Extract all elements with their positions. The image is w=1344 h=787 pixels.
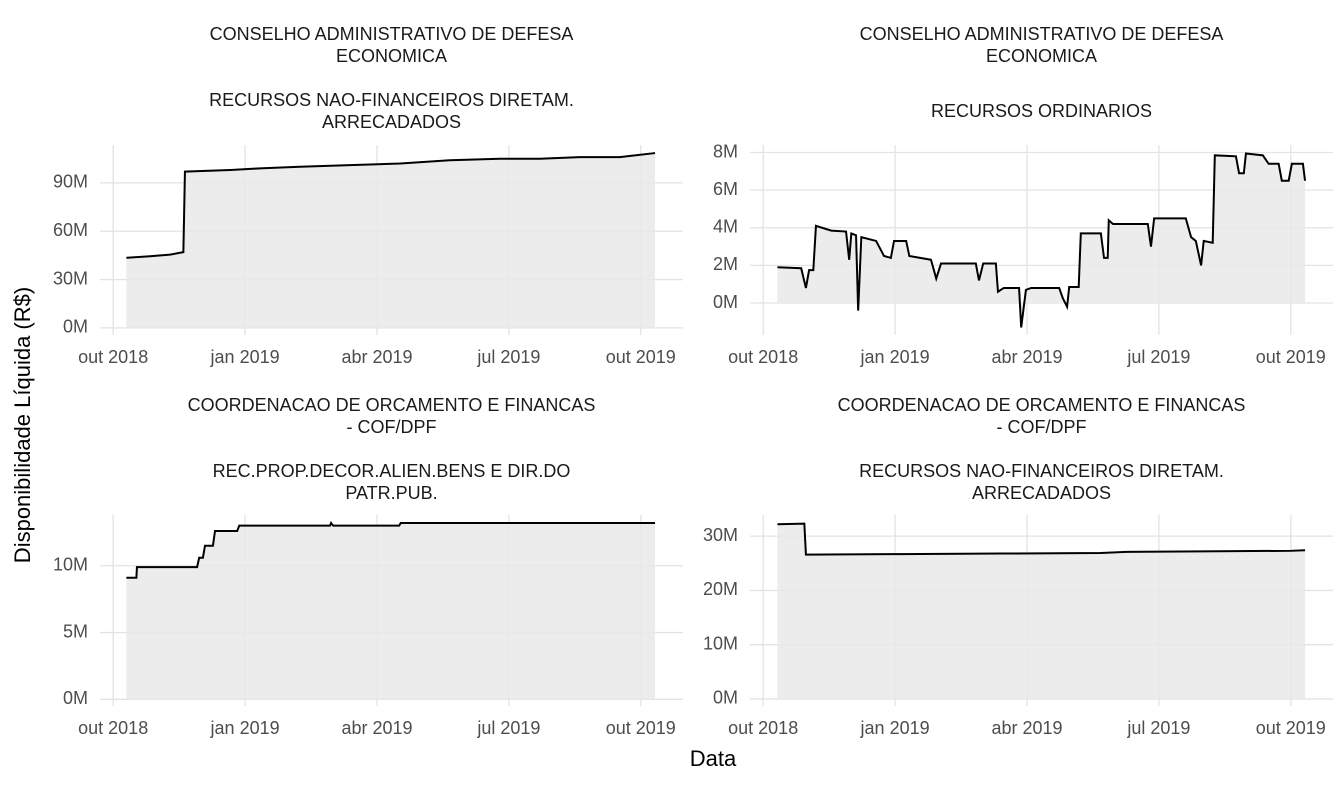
area xyxy=(777,523,1306,699)
y-tick-label: 4M xyxy=(713,217,738,237)
area xyxy=(126,523,656,700)
facet-title: ECONOMICA xyxy=(986,46,1097,66)
x-axis-title: Data xyxy=(690,746,737,771)
x-tick-label: out 2019 xyxy=(606,718,676,738)
y-tick-label: 6M xyxy=(713,179,738,199)
facet-subtitle: PATR.PUB. xyxy=(345,483,437,503)
x-tick-label: jan 2019 xyxy=(860,347,930,367)
facet-subtitle: REC.PROP.DECOR.ALIEN.BENS E DIR.DO xyxy=(213,461,571,481)
facet-title: COORDENACAO DE ORCAMENTO E FINANCAS xyxy=(188,395,596,415)
area xyxy=(777,153,1306,328)
facet-subtitle: RECURSOS ORDINARIOS xyxy=(931,101,1152,121)
x-tick-label: out 2018 xyxy=(78,347,148,367)
facet-title: ECONOMICA xyxy=(336,46,447,66)
x-tick-label: jul 2019 xyxy=(1126,718,1190,738)
facet-subtitle: RECURSOS NAO-FINANCEIROS DIRETAM. xyxy=(209,90,574,110)
line xyxy=(777,152,1307,328)
facet-title: CONSELHO ADMINISTRATIVO DE DEFESA xyxy=(210,24,574,44)
y-tick-label: 5M xyxy=(63,621,88,641)
x-tick-label: out 2018 xyxy=(728,347,798,367)
facet-title: - COF/DPF xyxy=(347,417,437,437)
x-tick-label: out 2019 xyxy=(1256,718,1326,738)
facet-subtitle: ARRECADADOS xyxy=(972,483,1111,503)
y-tick-label: 0M xyxy=(713,292,738,312)
y-tick-label: 0M xyxy=(63,317,88,337)
facet-subtitle: ARRECADADOS xyxy=(322,112,461,132)
x-tick-label: jan 2019 xyxy=(860,718,930,738)
x-tick-label: abr 2019 xyxy=(341,718,412,738)
x-tick-label: jan 2019 xyxy=(210,718,280,738)
y-tick-label: 0M xyxy=(63,688,88,708)
facet-title: COORDENACAO DE ORCAMENTO E FINANCAS xyxy=(838,395,1246,415)
line xyxy=(126,152,656,259)
x-tick-label: out 2018 xyxy=(78,718,148,738)
y-axis-title: Disponibilidade Líquida (R$) xyxy=(10,287,35,563)
y-tick-label: 20M xyxy=(703,579,738,599)
x-tick-label: out 2019 xyxy=(1256,347,1326,367)
x-tick-label: jul 2019 xyxy=(1126,347,1190,367)
y-tick-label: 30M xyxy=(53,268,88,288)
y-tick-label: 8M xyxy=(713,141,738,161)
y-tick-label: 60M xyxy=(53,220,88,240)
x-tick-label: jan 2019 xyxy=(210,347,280,367)
y-tick-label: 30M xyxy=(703,525,738,545)
x-tick-label: out 2019 xyxy=(606,347,676,367)
facet-title: - COF/DPF xyxy=(997,417,1087,437)
x-tick-label: jul 2019 xyxy=(476,347,540,367)
y-tick-label: 0M xyxy=(713,688,738,708)
facet-title: CONSELHO ADMINISTRATIVO DE DEFESA xyxy=(860,24,1224,44)
line xyxy=(777,522,1306,556)
x-tick-label: abr 2019 xyxy=(341,347,412,367)
x-tick-label: abr 2019 xyxy=(991,347,1062,367)
y-tick-label: 10M xyxy=(53,555,88,575)
x-tick-label: out 2018 xyxy=(728,718,798,738)
line xyxy=(126,521,656,579)
x-tick-label: jul 2019 xyxy=(476,718,540,738)
y-tick-label: 10M xyxy=(703,633,738,653)
facet-subtitle: RECURSOS NAO-FINANCEIROS DIRETAM. xyxy=(859,461,1224,481)
x-tick-label: abr 2019 xyxy=(991,718,1062,738)
y-tick-label: 2M xyxy=(713,254,738,274)
area xyxy=(126,153,656,328)
y-tick-label: 90M xyxy=(53,172,88,192)
